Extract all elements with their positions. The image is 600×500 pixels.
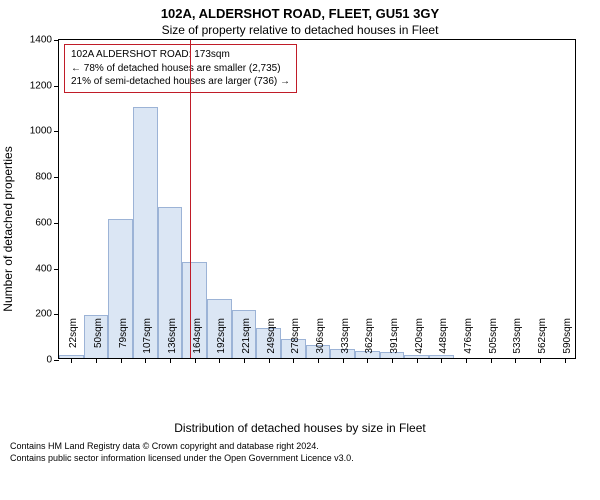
annotation-line-3: 21% of semi-detached houses are larger (… [71, 75, 290, 89]
reference-line [190, 40, 191, 358]
footnote-line-2: Contains public sector information licen… [10, 453, 590, 465]
chart-container: Number of detached properties 102A ALDER… [20, 39, 580, 419]
x-tick-label: 306sqm [315, 318, 326, 364]
y-axis-label: Number of detached properties [1, 146, 15, 311]
x-tick-label: 221sqm [241, 318, 252, 364]
annotation-line-2: ← 78% of detached houses are smaller (2,… [71, 62, 290, 76]
x-tick-label: 107sqm [142, 318, 153, 364]
plot-area: 102A ALDERSHOT ROAD: 173sqm ← 78% of det… [58, 39, 576, 359]
y-tick-label: 1400 [30, 35, 59, 46]
x-tick-label: 476sqm [463, 318, 474, 364]
x-tick-label: 562sqm [537, 318, 548, 364]
footnote-line-1: Contains HM Land Registry data © Crown c… [10, 441, 590, 453]
annotation-box: 102A ALDERSHOT ROAD: 173sqm ← 78% of det… [64, 44, 297, 93]
x-tick-label: 362sqm [364, 318, 375, 364]
y-tick-label: 200 [35, 309, 59, 320]
x-tick-label: 192sqm [216, 318, 227, 364]
x-tick-label: 505sqm [488, 318, 499, 364]
y-tick-label: 1200 [30, 80, 59, 91]
y-tick-label: 400 [35, 263, 59, 274]
x-tick-label: 533sqm [512, 318, 523, 364]
chart-title-main: 102A, ALDERSHOT ROAD, FLEET, GU51 3GY [0, 0, 600, 21]
x-tick-label: 79sqm [118, 318, 129, 364]
x-tick-label: 333sqm [340, 318, 351, 364]
x-tick-label: 420sqm [414, 318, 425, 364]
x-tick-label: 136sqm [167, 318, 178, 364]
x-tick-label: 22sqm [68, 318, 79, 364]
chart-title-sub: Size of property relative to detached ho… [0, 21, 600, 39]
y-tick-label: 600 [35, 217, 59, 228]
x-axis-label: Distribution of detached houses by size … [0, 421, 600, 435]
x-tick-label: 50sqm [93, 318, 104, 364]
x-tick-label: 249sqm [266, 318, 277, 364]
footnote: Contains HM Land Registry data © Crown c… [0, 435, 600, 464]
x-tick-label: 448sqm [438, 318, 449, 364]
x-tick-label: 164sqm [192, 318, 203, 364]
y-tick-label: 800 [35, 172, 59, 183]
x-tick-label: 590sqm [562, 318, 573, 364]
x-tick-label: 278sqm [290, 318, 301, 364]
annotation-line-1: 102A ALDERSHOT ROAD: 173sqm [71, 48, 290, 62]
y-tick-label: 0 [46, 355, 59, 366]
x-tick-label: 391sqm [389, 318, 400, 364]
y-tick-label: 1000 [30, 126, 59, 137]
